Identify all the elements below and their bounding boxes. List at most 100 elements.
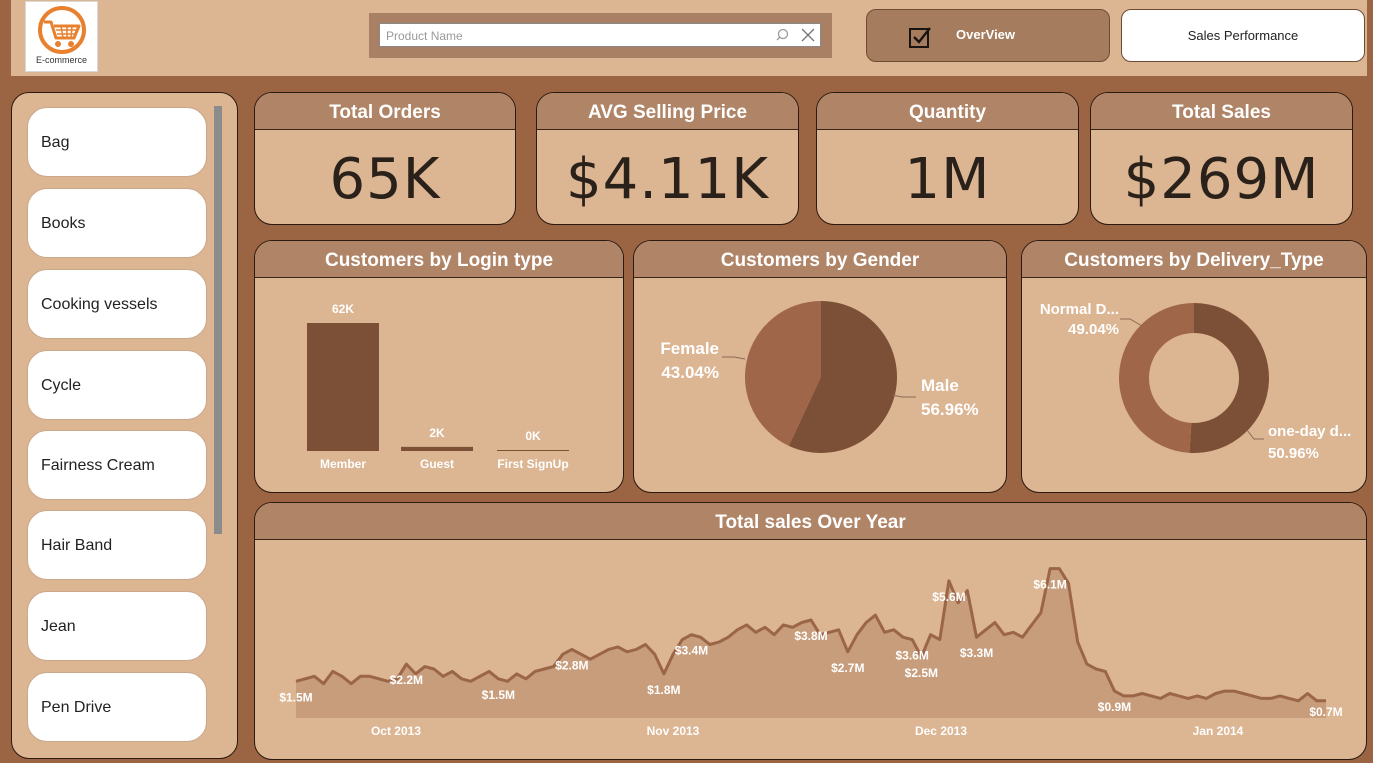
bar-chart-svg: 62K Member 2K Guest 0K First SignUp (307, 302, 569, 471)
search-container (369, 13, 832, 58)
kpi-value: 65K (329, 147, 441, 212)
sidebar-item-jean[interactable]: Jean (27, 591, 207, 661)
bar-value-label: 0K (525, 429, 541, 443)
sidebar-item-label: Cooking vessels (41, 296, 158, 313)
slice-percent-label: 43.04% (661, 363, 719, 382)
search-box (379, 23, 821, 47)
leader-line (891, 394, 916, 398)
kpi-value: $4.11K (565, 147, 770, 212)
slice-percent-label: 50.96% (1268, 445, 1319, 462)
data-label: $1.5M (279, 690, 312, 704)
pie-slice-male (788, 301, 897, 453)
chart-title: Customers by Delivery_Type (1022, 241, 1366, 278)
sidebar-item-pen-drive[interactable]: Pen Drive (27, 672, 207, 742)
bar (401, 446, 473, 451)
sidebar-item-cooking-vessels[interactable]: Cooking vessels (27, 269, 207, 339)
x-tick-label: Jan 2014 (1193, 724, 1244, 738)
pie-chart-svg: Male 56.96% Female 43.04% (660, 301, 979, 453)
data-label: $2.5M (905, 666, 938, 680)
clear-icon[interactable] (800, 27, 816, 43)
sidebar-item-books[interactable]: Books (27, 188, 207, 258)
chart-title: Customers by Gender (634, 241, 1006, 278)
donut-chart-svg: one-day d... 50.96% Normal D... 49.04% (1040, 301, 1352, 462)
slice-percent-label: 56.96% (921, 400, 979, 419)
chart-customers-by-gender: Customers by Gender Male 56.96% Female 43.0… (633, 240, 1007, 493)
slice-label: Female (660, 339, 719, 358)
chart-total-sales-over-year: Total sales Over Year $1.5M $2.2M $1.5M $2.… (254, 502, 1367, 760)
sidebar-item-label: Hair Band (41, 537, 113, 554)
donut-slice-normal (1118, 303, 1194, 453)
slice-percent-label: 49.04% (1068, 321, 1119, 338)
bar-value-label: 2K (429, 426, 445, 440)
checkbox-checked-icon (909, 27, 931, 48)
sidebar-scrollbar[interactable] (214, 106, 222, 534)
bar-category-label: First SignUp (497, 457, 568, 471)
slice-label: Normal D... (1040, 301, 1119, 318)
data-label: $2.2M (390, 673, 423, 687)
data-label: $1.8M (647, 683, 680, 697)
pie-slice-female (745, 301, 821, 446)
shopping-cart-logo-icon (38, 6, 86, 54)
data-label: $3.3M (960, 646, 993, 660)
sidebar-item-hair-band[interactable]: Hair Band (27, 510, 207, 580)
kpi-card-total-orders: Total Orders 65K (254, 92, 516, 225)
ecommerce-logo: E-commerce (25, 1, 98, 72)
product-name-search-input[interactable] (386, 27, 766, 45)
sidebar-item-label: Books (41, 215, 86, 232)
leader-line (722, 356, 746, 360)
series-line (295, 567, 1326, 703)
chart-title: Total sales Over Year (255, 503, 1366, 540)
chart-customers-by-login-type: Customers by Login type 62K Member 2K Guest… (254, 240, 624, 493)
donut-slice-one-day (1189, 303, 1269, 453)
bar-category-label: Guest (420, 457, 454, 471)
sales-performance-label: Sales Performance (1187, 28, 1299, 43)
sidebar-item-label: Cycle (41, 377, 82, 394)
data-label: $1.5M (482, 688, 515, 702)
sidebar-item-cycle[interactable]: Cycle (27, 350, 207, 420)
overview-button[interactable]: OverView (866, 9, 1110, 62)
bar (497, 450, 569, 451)
kpi-card-quantity: Quantity 1M (816, 92, 1079, 225)
x-tick-label: Nov 2013 (647, 724, 700, 738)
slice-label: Male (921, 376, 959, 395)
kpi-value: 1M (904, 147, 991, 212)
x-tick-label: Oct 2013 (371, 724, 421, 738)
bar-category-label: Member (320, 457, 366, 471)
leader-line (1246, 429, 1264, 440)
kpi-title: Quantity (817, 93, 1078, 130)
sidebar-item-label: Jean (41, 618, 76, 635)
logo-text: E-commerce (35, 55, 87, 65)
chart-customers-by-delivery-type: Customers by Delivery_Type one-day d... 5… (1021, 240, 1367, 493)
search-icon[interactable] (776, 27, 792, 43)
product-category-slicer: Bag Books Cooking vessels Cycle Fairness… (11, 92, 238, 759)
bar (307, 323, 379, 451)
overview-label: OverView (956, 27, 1016, 42)
data-label: $3.8M (794, 629, 827, 643)
data-label: $5.6M (932, 590, 965, 604)
data-label: $2.8M (555, 658, 588, 672)
kpi-title: AVG Selling Price (537, 93, 798, 130)
data-label: $2.7M (831, 661, 864, 675)
sidebar-item-fairness-cream[interactable]: Fairness Cream (27, 430, 207, 500)
area-fill (296, 568, 1326, 718)
kpi-value: $269M (1123, 147, 1320, 212)
kpi-title: Total Sales (1091, 93, 1352, 130)
kpi-title: Total Orders (255, 93, 515, 130)
bar-value-label: 62K (332, 302, 354, 316)
sidebar-item-bag[interactable]: Bag (27, 107, 207, 177)
x-tick-label: Dec 2013 (915, 724, 967, 738)
data-label: $0.9M (1098, 700, 1131, 714)
data-label: $0.7M (1309, 705, 1342, 719)
data-label: $3.4M (675, 644, 708, 658)
kpi-card-total-sales: Total Sales $269M (1090, 92, 1353, 225)
sales-performance-button[interactable]: Sales Performance (1121, 9, 1365, 62)
data-label: $6.1M (1033, 578, 1066, 592)
sidebar-item-label: Pen Drive (41, 699, 112, 716)
area-chart-svg: $1.5M $2.2M $1.5M $2.8M $1.8M $3.4M $3.8M $2.7M… (279, 567, 1343, 738)
sidebar-item-label: Fairness Cream (41, 457, 155, 474)
slice-label: one-day d... (1268, 423, 1351, 440)
sidebar-item-label: Bag (41, 134, 70, 151)
data-label: $3.6M (895, 649, 928, 663)
leader-line (1120, 318, 1143, 327)
chart-title: Customers by Login type (255, 241, 623, 278)
